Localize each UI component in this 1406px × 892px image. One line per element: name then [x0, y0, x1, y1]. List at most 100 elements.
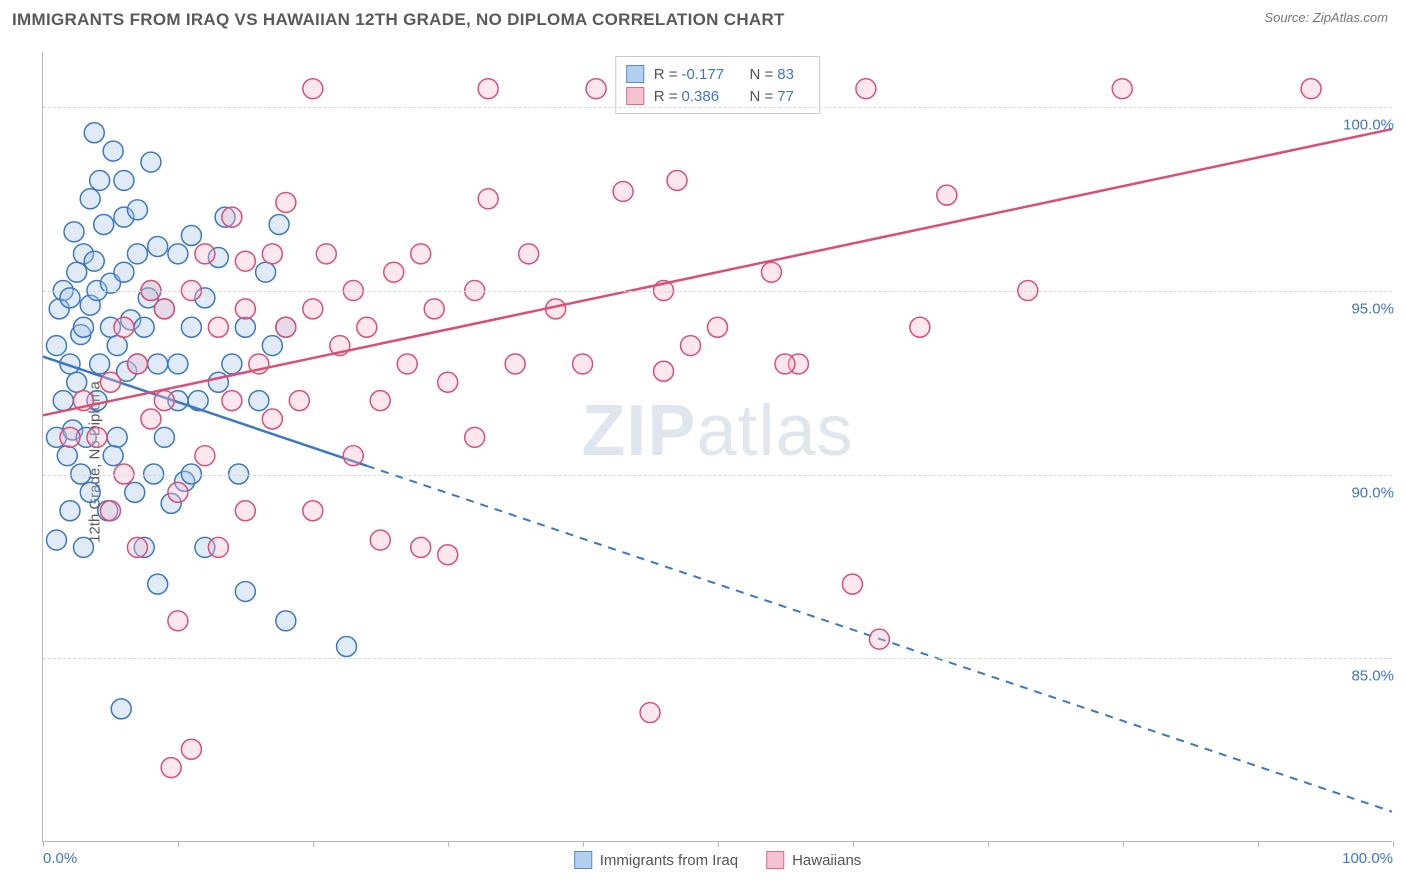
legend-stats-box: R = -0.177 N = 83 R = 0.386N = 77 — [615, 56, 821, 114]
legend-r-value: -0.177 — [682, 66, 742, 83]
scatter-point — [87, 427, 107, 447]
scatter-point — [262, 244, 282, 264]
legend-n-value: 77 — [777, 88, 805, 105]
scatter-point — [465, 427, 485, 447]
x-tick — [583, 841, 584, 847]
scatter-point — [478, 79, 498, 99]
scatter-point — [168, 244, 188, 264]
scatter-point — [869, 629, 889, 649]
scatter-point — [262, 336, 282, 356]
scatter-point — [208, 372, 228, 392]
scatter-point — [80, 482, 100, 502]
scatter-point — [94, 214, 114, 234]
gridline-h — [43, 475, 1392, 476]
y-tick-label: 85.0% — [1351, 668, 1394, 685]
scatter-point — [195, 446, 215, 466]
scatter-point — [397, 354, 417, 374]
scatter-point — [681, 336, 701, 356]
scatter-point — [411, 244, 431, 264]
scatter-point — [276, 192, 296, 212]
scatter-point — [316, 244, 336, 264]
legend-swatch — [574, 851, 592, 869]
plot-area: ZIPatlas R = -0.177N = 83R = 0.386N = 77… — [42, 52, 1392, 842]
scatter-point — [276, 611, 296, 631]
gridline-h — [43, 291, 1392, 292]
scatter-point — [114, 170, 134, 190]
scatter-point — [256, 262, 276, 282]
scatter-point — [761, 262, 781, 282]
legend-series-label: Hawaiians — [792, 852, 861, 869]
legend-n-value: 83 — [777, 66, 805, 83]
scatter-point — [343, 446, 363, 466]
scatter-point — [586, 79, 606, 99]
scatter-point — [337, 637, 357, 657]
scatter-point — [235, 251, 255, 271]
scatter-point — [505, 354, 525, 374]
scatter-point — [64, 222, 84, 242]
legend-swatch — [626, 87, 644, 105]
legend-stats-row: R = 0.386N = 77 — [626, 85, 806, 107]
scatter-point — [276, 317, 296, 337]
legend-bottom-item: Immigrants from Iraq — [574, 851, 738, 869]
legend-bottom-item: Hawaiians — [766, 851, 861, 869]
legend-r-label: R = — [654, 66, 678, 83]
scatter-point — [289, 391, 309, 411]
scatter-point — [80, 189, 100, 209]
scatter-point — [148, 354, 168, 374]
scatter-point — [103, 141, 123, 161]
scatter-point — [1112, 79, 1132, 99]
scatter-point — [53, 391, 73, 411]
scatter-point — [303, 501, 323, 521]
gridline-h — [43, 658, 1392, 659]
legend-bottom: Immigrants from Iraq Hawaiians — [574, 851, 862, 869]
scatter-point — [114, 317, 134, 337]
scatter-point — [84, 123, 104, 143]
scatter-point — [181, 226, 201, 246]
scatter-point — [235, 581, 255, 601]
scatter-point — [148, 237, 168, 257]
legend-r-label: R = — [654, 88, 678, 105]
scatter-point — [181, 739, 201, 759]
x-tick-label: 0.0% — [43, 850, 77, 867]
scatter-point — [127, 244, 147, 264]
scatter-point — [708, 317, 728, 337]
scatter-point — [60, 427, 80, 447]
scatter-point — [154, 391, 174, 411]
scatter-point — [613, 181, 633, 201]
trend-line-solid — [43, 129, 1392, 415]
x-tick — [1393, 841, 1394, 847]
scatter-point — [181, 317, 201, 337]
scatter-point — [100, 501, 120, 521]
scatter-point — [107, 336, 127, 356]
scatter-point — [775, 354, 795, 374]
source-attribution: Source: ZipAtlas.com — [1264, 10, 1388, 25]
scatter-point — [57, 446, 77, 466]
legend-swatch — [626, 65, 644, 83]
scatter-point — [127, 200, 147, 220]
scatter-point — [125, 482, 145, 502]
scatter-point — [148, 574, 168, 594]
gridline-h — [43, 107, 1392, 108]
x-tick-label: 100.0% — [1342, 850, 1393, 867]
scatter-point — [235, 299, 255, 319]
scatter-point — [168, 611, 188, 631]
scatter-point — [67, 262, 87, 282]
scatter-point — [114, 262, 134, 282]
x-tick — [988, 841, 989, 847]
scatter-point — [60, 501, 80, 521]
x-tick — [1123, 841, 1124, 847]
chart-title: IMMIGRANTS FROM IRAQ VS HAWAIIAN 12TH GR… — [12, 10, 785, 30]
scatter-point — [107, 427, 127, 447]
scatter-point — [438, 545, 458, 565]
scatter-point — [438, 372, 458, 392]
x-tick — [178, 841, 179, 847]
scatter-point — [154, 299, 174, 319]
scatter-point — [141, 152, 161, 172]
scatter-point — [303, 79, 323, 99]
scatter-point — [262, 409, 282, 429]
scatter-point — [573, 354, 593, 374]
scatter-point — [856, 79, 876, 99]
scatter-point — [1301, 79, 1321, 99]
legend-n-label: N = — [750, 88, 774, 105]
scatter-point — [411, 537, 431, 557]
